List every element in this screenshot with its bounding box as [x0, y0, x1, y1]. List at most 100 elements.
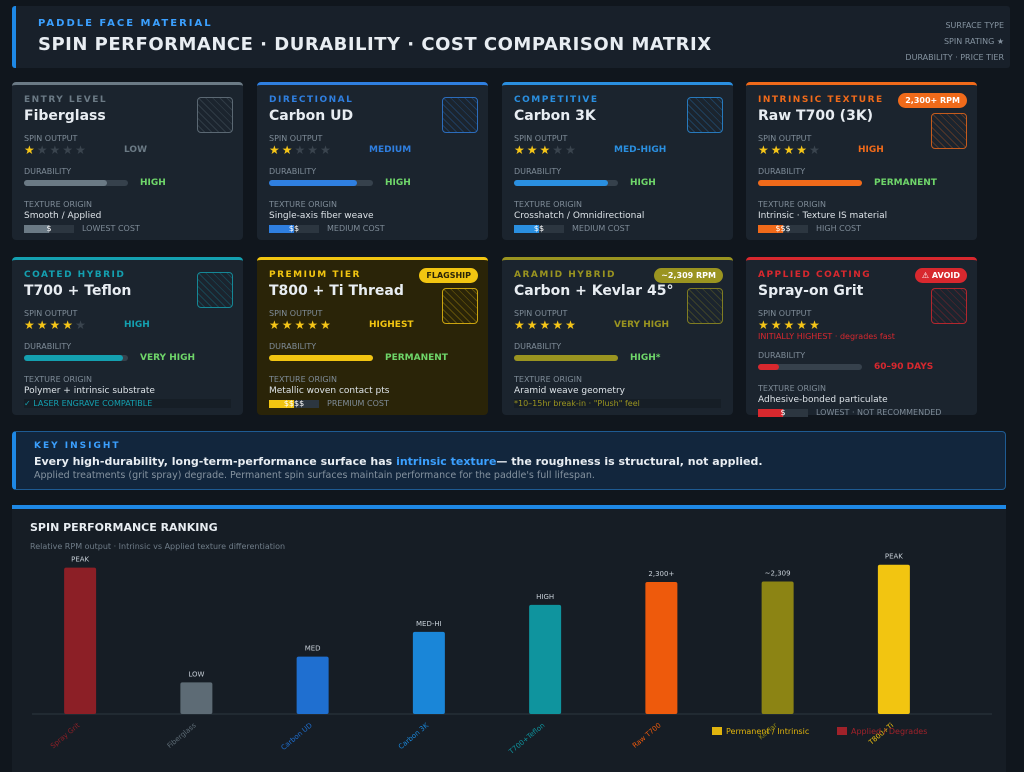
origin-label: TEXTURE ORIGIN [758, 384, 826, 393]
tier: INTRINSIC TEXTURE [758, 95, 884, 105]
tier: COATED HYBRID [24, 270, 126, 280]
material-card: DIRECTIONAL Carbon UD SPIN OUTPUT ★ ★ ★ ★ ★ MEDI… [257, 82, 488, 240]
star: ★ [269, 143, 280, 157]
material-card: ARAMID HYBRID Carbon + Kevlar 45° ~2,309 R… [502, 257, 733, 415]
insight-text: Every high-durability, long-term-perform… [34, 455, 987, 468]
bar-label: MED-HI [416, 620, 442, 628]
star: ★ [294, 318, 306, 332]
cost-row: $$ MEDIUM COST [269, 224, 476, 233]
x-tick-label: T700+Teflon [507, 721, 547, 756]
durability-value: PERMANENT [874, 178, 937, 188]
spin-label: SPIN OUTPUT [269, 134, 323, 143]
durability-label: DURABILITY [269, 342, 317, 351]
cost-tier: $ [758, 408, 808, 417]
material-card: APPLIED COATING Spray-on Grit ⚠ AVOID SPIN … [746, 257, 977, 417]
key-item: SPIN RATING ★ [943, 37, 1004, 46]
star: ★ [539, 318, 551, 332]
durability-label: DURABILITY [758, 167, 806, 176]
star: ★ [552, 143, 564, 157]
highlight: intrinsic texture [396, 455, 497, 468]
spin-label: SPIN OUTPUT [24, 309, 78, 318]
material-name: Fiberglass [24, 108, 106, 124]
durability-bar [269, 355, 373, 361]
spin-value: INITIALLY HIGHEST · degrades fast [758, 332, 895, 341]
spin-label: SPIN OUTPUT [758, 134, 812, 143]
star: ★ [539, 143, 551, 157]
origin: Crosshatch / Omnidirectional [514, 211, 645, 221]
bar-label: PEAK [885, 553, 903, 561]
bar [64, 567, 97, 714]
star: ★ [24, 143, 35, 157]
durability-row: PERMANENT [269, 351, 476, 365]
x-tick-label: Raw T700 [631, 721, 663, 749]
insight-label: KEY INSIGHT [34, 441, 121, 451]
star: ★ [75, 318, 86, 332]
icon [687, 288, 723, 324]
star: ★ [281, 143, 293, 157]
x-tick-label: Fiberglass [166, 721, 198, 750]
star: ★ [758, 318, 769, 332]
spin-row: ★ ★ ★ ★ ★ VERY HIGH [514, 318, 721, 332]
bar [761, 581, 794, 714]
cost-tier: $$ [269, 224, 319, 233]
durability-row: VERY HIGH [24, 351, 231, 365]
spin-value: LOW [124, 145, 147, 155]
legend-swatch [837, 727, 847, 735]
origin: Intrinsic · Texture IS material [758, 211, 888, 221]
tier: PREMIUM TIER [269, 270, 361, 280]
bar [180, 682, 213, 714]
tier: ARAMID HYBRID [514, 270, 616, 280]
durability-value: VERY HIGH [140, 353, 196, 363]
durability-value: HIGH [630, 178, 656, 188]
star: ★ [24, 318, 35, 332]
bar [877, 564, 910, 714]
track [758, 364, 862, 370]
origin-label: TEXTURE ORIGIN [514, 200, 582, 209]
tier: COMPETITIVE [514, 95, 599, 105]
origin: Smooth / Applied [24, 211, 102, 221]
durability-label: DURABILITY [269, 167, 317, 176]
star: ★ [62, 143, 74, 157]
durability-bar [514, 180, 608, 186]
spin-value: HIGHEST [369, 320, 414, 330]
origin-label: TEXTURE ORIGIN [269, 200, 337, 209]
durability-bar [24, 355, 123, 361]
star: ★ [307, 318, 319, 332]
track [514, 180, 618, 186]
durability-value: HIGH [140, 178, 166, 188]
durability-label: DURABILITY [24, 342, 72, 351]
star: ★ [307, 143, 319, 157]
header: PADDLE FACE MATERIAL SPIN PERFORMANCE · … [12, 6, 1010, 68]
material-name: Carbon + Kevlar 45° [514, 283, 674, 299]
stars: ★ ★ ★ ★ ★ [514, 143, 614, 157]
cost-tier: $$$$ [269, 399, 319, 408]
material-card: PREMIUM TIER T800 + Ti Thread FLAGSHIP SPIN… [257, 257, 488, 415]
durability-row: 60–90 DAYS [758, 360, 965, 374]
durability-value: 60–90 DAYS [874, 362, 934, 372]
icon [442, 97, 478, 133]
bar-label: HIGH [536, 593, 554, 601]
origin: Polymer + intrinsic substrate [24, 386, 155, 396]
durability-bar [514, 355, 618, 361]
cost-tier: $$ [514, 224, 564, 233]
spin-label: SPIN OUTPUT [758, 309, 812, 318]
material-name: Carbon UD [269, 108, 354, 124]
star: ★ [796, 318, 808, 332]
badge: ~2,309 RPM [654, 268, 723, 283]
material-card: COATED HYBRID T700 + Teflon SPIN OUTPUT ★ ★ ★… [12, 257, 243, 415]
star: ★ [809, 318, 820, 332]
bar [529, 604, 562, 714]
star: ★ [809, 143, 820, 157]
star: ★ [49, 143, 61, 157]
material-name: Carbon 3K [514, 108, 596, 124]
durability-row: HIGH [269, 176, 476, 190]
origin: Single-axis fiber weave [269, 211, 374, 221]
chart-subtitle: Relative RPM output · Intrinsic vs Appli… [30, 542, 285, 551]
cost-label: MEDIUM COST [572, 224, 630, 233]
cost-row: $$$$ PREMIUM COST [269, 399, 476, 408]
cost-row: $ LOWEST · NOT RECOMMENDED [758, 408, 965, 417]
star: ★ [526, 318, 538, 332]
star: ★ [565, 143, 576, 157]
note: ✓ LASER ENGRAVE COMPATIBLE [24, 399, 231, 408]
